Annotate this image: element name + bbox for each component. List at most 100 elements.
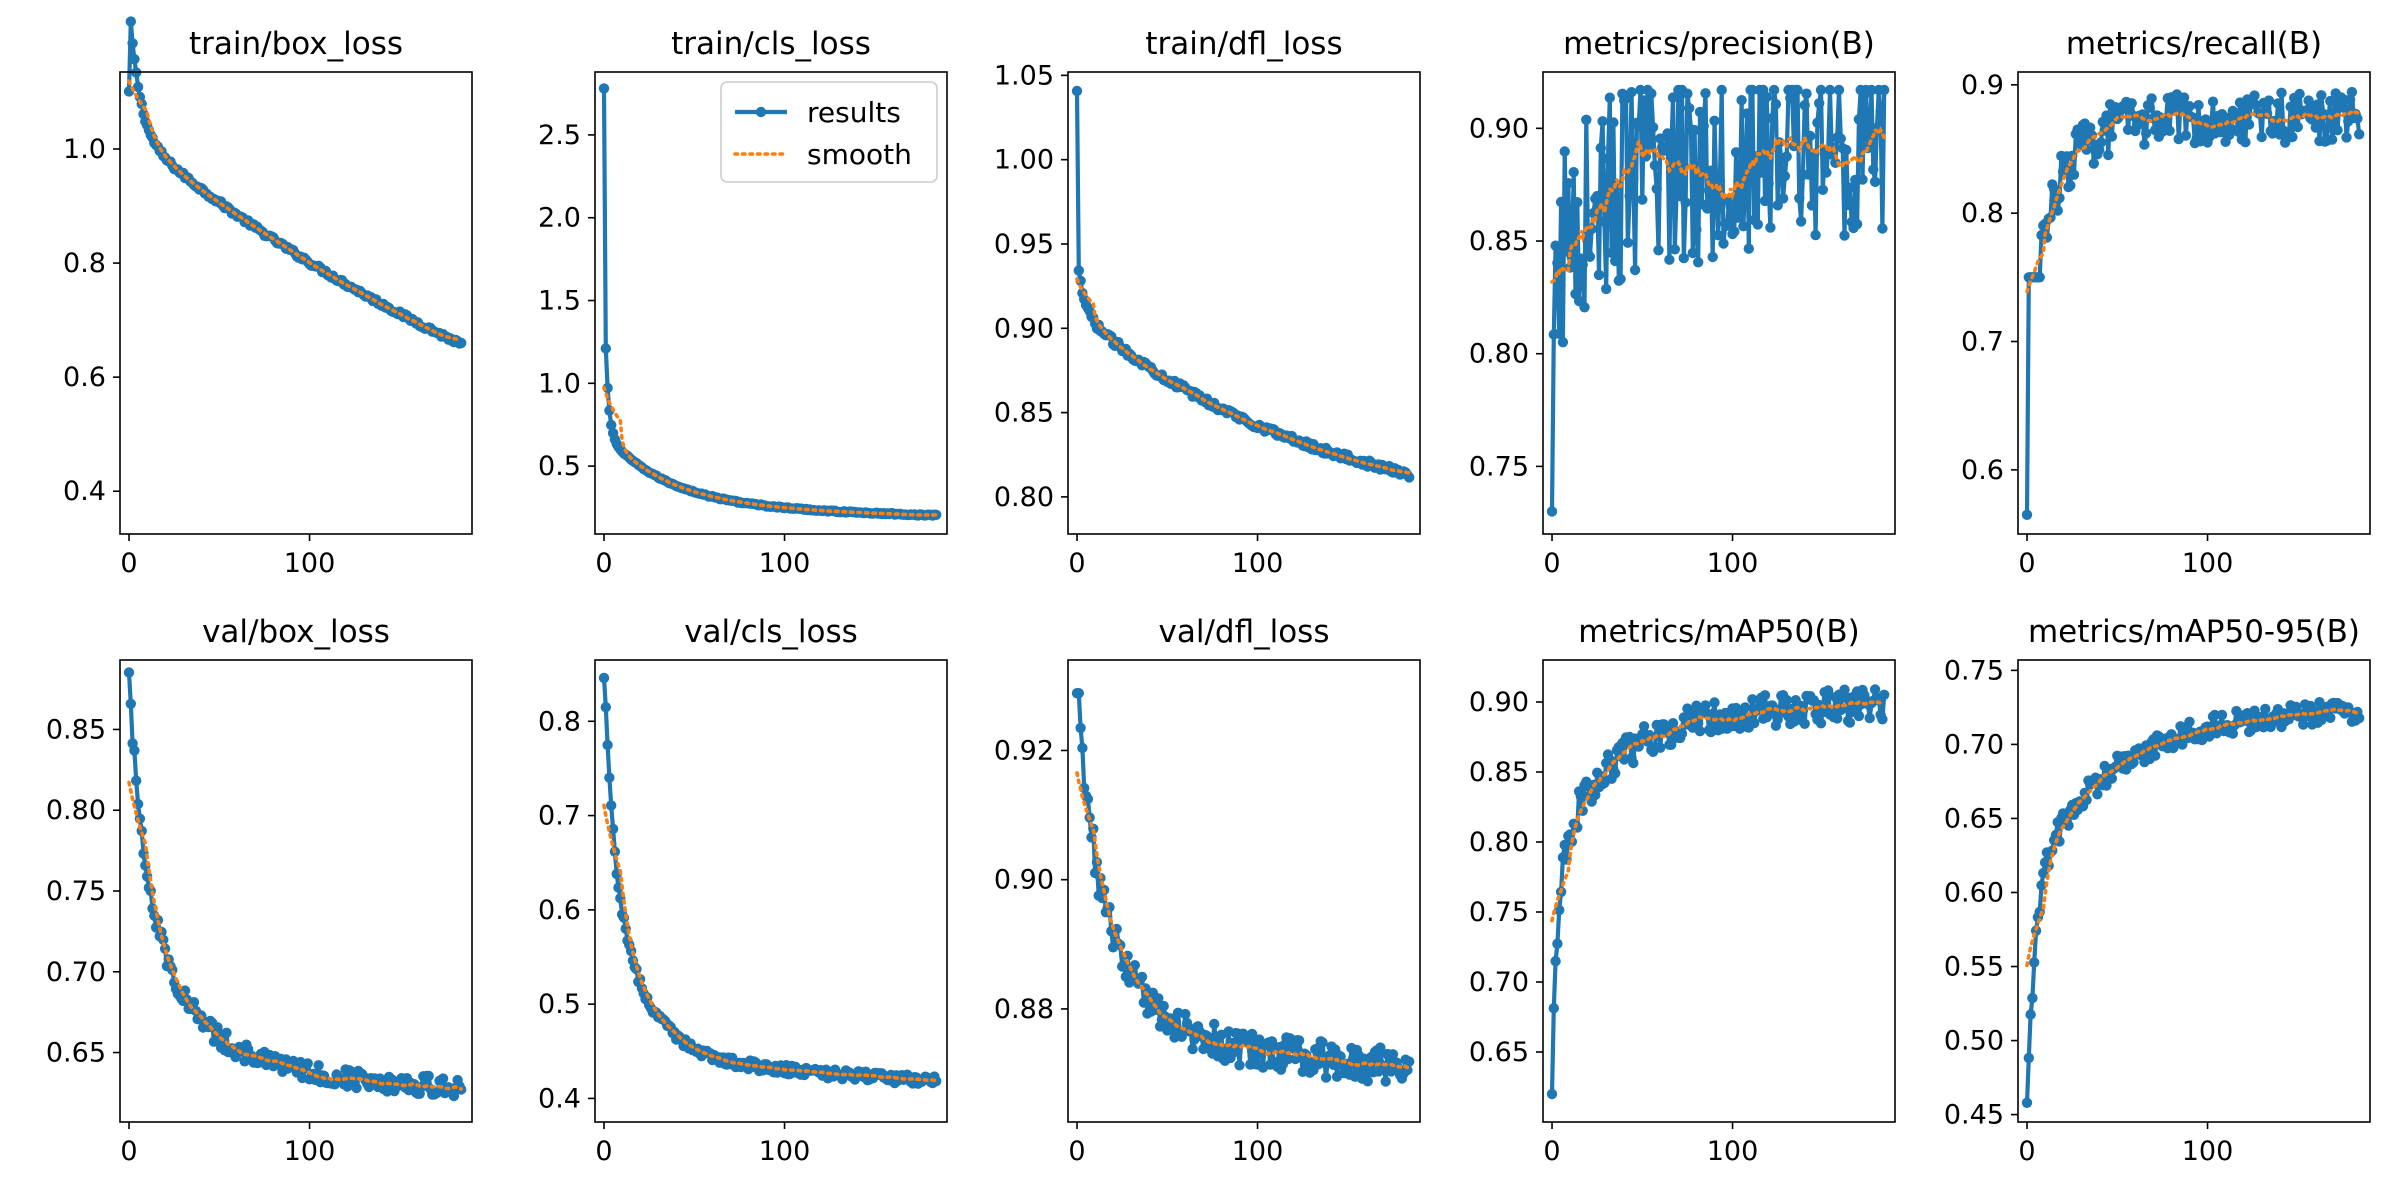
results-point bbox=[2088, 158, 2099, 169]
results-point bbox=[2178, 92, 2190, 103]
results-point bbox=[598, 83, 610, 94]
results-point bbox=[1749, 717, 1760, 729]
y-tick-label: 2.5 bbox=[538, 120, 581, 151]
results-point bbox=[1810, 229, 1821, 241]
results-point bbox=[1765, 222, 1776, 233]
results-point bbox=[1702, 203, 1713, 214]
results-point bbox=[437, 1073, 449, 1084]
results-point bbox=[1559, 146, 1570, 157]
results-point bbox=[598, 672, 610, 684]
y-tick-label: 0.75 bbox=[46, 876, 106, 907]
results-point bbox=[1705, 165, 1717, 176]
results-point bbox=[2193, 100, 2204, 111]
x-tick-label: 100 bbox=[759, 1136, 811, 1167]
results-point bbox=[1606, 247, 1617, 258]
results-point bbox=[1075, 722, 1086, 734]
y-tick-label: 0.65 bbox=[1469, 1037, 1529, 1068]
results-point bbox=[351, 1082, 362, 1094]
results-point bbox=[2287, 131, 2298, 143]
results-point bbox=[1404, 1056, 1415, 1067]
results-point bbox=[1653, 245, 1664, 256]
y-tick-label: 0.90 bbox=[994, 865, 1054, 896]
results-point bbox=[1817, 184, 1829, 195]
subplot-title: val/cls_loss bbox=[684, 614, 858, 650]
results-point bbox=[1283, 1053, 1294, 1065]
results-point bbox=[1633, 121, 1644, 132]
smooth-line bbox=[127, 780, 464, 1091]
results-point bbox=[1234, 1060, 1245, 1071]
results-point bbox=[1718, 238, 1729, 249]
results-point bbox=[1610, 768, 1621, 779]
results-point bbox=[1575, 791, 1587, 802]
results-point bbox=[1548, 1003, 1560, 1014]
results-point bbox=[212, 1022, 223, 1033]
results-point bbox=[1759, 690, 1771, 701]
results-point bbox=[2027, 992, 2038, 1004]
subplot-title: train/cls_loss bbox=[671, 26, 871, 62]
results-point bbox=[1857, 174, 1868, 185]
results-point bbox=[1792, 84, 1803, 96]
results-point bbox=[2227, 728, 2238, 739]
y-tick-label: 0.5 bbox=[538, 451, 581, 482]
y-tick-label: 0.85 bbox=[994, 398, 1054, 429]
results-point bbox=[1844, 717, 1856, 728]
results-point bbox=[1362, 1076, 1373, 1087]
results-point bbox=[2325, 712, 2336, 723]
results-point bbox=[1712, 230, 1724, 241]
results-point bbox=[1721, 220, 1733, 231]
results-point bbox=[1153, 993, 1164, 1004]
results-point bbox=[1593, 269, 1605, 281]
results-point bbox=[1610, 255, 1621, 267]
x-tick-label: 100 bbox=[1707, 1136, 1759, 1167]
results-point bbox=[1709, 697, 1720, 708]
x-tick-label: 0 bbox=[1068, 1136, 1085, 1167]
results-point bbox=[2233, 126, 2244, 137]
results-point bbox=[1293, 1035, 1305, 1046]
subplot-title: val/box_loss bbox=[202, 614, 390, 650]
y-tick-label: 0.85 bbox=[1469, 757, 1529, 788]
results-point bbox=[1698, 120, 1709, 131]
results-point bbox=[2101, 780, 2112, 791]
results-point bbox=[1666, 739, 1677, 750]
axes-frame bbox=[1542, 71, 1896, 535]
results-point bbox=[1581, 114, 1592, 126]
x-tick-label: 0 bbox=[595, 548, 612, 579]
x-tick-label: 0 bbox=[120, 1136, 137, 1167]
y-tick-label: 0.80 bbox=[1469, 339, 1529, 370]
results-point bbox=[1651, 183, 1662, 194]
results-point bbox=[456, 337, 467, 349]
x-tick-label: 100 bbox=[2182, 548, 2234, 579]
results-point bbox=[2312, 99, 2323, 110]
results-point bbox=[2354, 129, 2365, 140]
results-point bbox=[1678, 252, 1690, 264]
y-tick-label: 0.85 bbox=[46, 714, 106, 745]
results-point bbox=[1756, 167, 1767, 178]
y-tick-label: 1.05 bbox=[994, 60, 1054, 91]
results-point bbox=[1646, 88, 1657, 99]
results-point bbox=[302, 1058, 313, 1069]
results-point bbox=[1073, 688, 1085, 699]
results-point bbox=[1707, 251, 1718, 263]
results-point bbox=[1732, 212, 1744, 223]
results-line bbox=[126, 19, 462, 346]
results-point bbox=[1842, 199, 1854, 211]
results-point bbox=[129, 54, 140, 65]
results-point bbox=[2243, 119, 2255, 130]
results-point bbox=[1266, 1036, 1278, 1047]
smooth-line bbox=[1075, 277, 1411, 475]
axes-frame bbox=[1067, 659, 1421, 1123]
results-point bbox=[2146, 93, 2157, 104]
results-point bbox=[1380, 1076, 1391, 1087]
results-line bbox=[2024, 700, 2362, 1103]
results-point bbox=[2310, 122, 2321, 133]
results-point bbox=[602, 739, 613, 751]
results-point bbox=[1626, 87, 1637, 98]
results-point bbox=[1821, 167, 1832, 178]
results-point bbox=[2101, 110, 2112, 121]
axes-frame bbox=[1067, 71, 1421, 535]
y-tick-label: 0.50 bbox=[1944, 1026, 2004, 1057]
y-tick-label: 0.80 bbox=[1469, 827, 1529, 858]
results-point bbox=[2290, 701, 2302, 712]
results-point bbox=[1839, 230, 1850, 241]
